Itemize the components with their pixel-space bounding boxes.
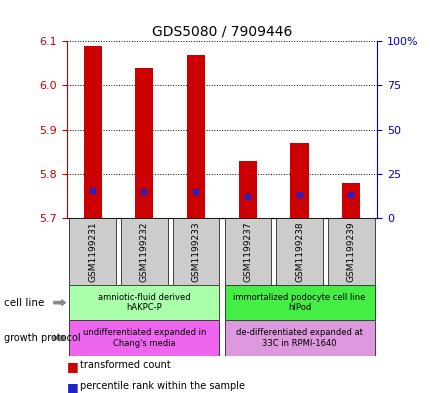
Bar: [224, 218, 270, 285]
Text: ■: ■: [67, 381, 78, 393]
Text: GSM1199232: GSM1199232: [140, 221, 148, 282]
Bar: [135, 68, 153, 218]
Bar: [276, 218, 322, 285]
Text: cell line: cell line: [4, 298, 45, 308]
Text: GSM1199238: GSM1199238: [295, 221, 303, 282]
Bar: [172, 218, 219, 285]
Title: GDS5080 / 7909446: GDS5080 / 7909446: [151, 25, 292, 39]
Bar: [327, 218, 374, 285]
Text: de-differentiated expanded at
33C in RPMI-1640: de-differentiated expanded at 33C in RPM…: [236, 328, 362, 348]
Text: growth protocol: growth protocol: [4, 333, 81, 343]
Text: GSM1199237: GSM1199237: [243, 221, 252, 282]
Bar: [290, 143, 308, 218]
Bar: [238, 161, 256, 218]
Bar: [69, 320, 219, 356]
Bar: [83, 46, 101, 218]
Text: GSM1199239: GSM1199239: [346, 221, 355, 282]
Bar: [69, 218, 116, 285]
Bar: [224, 320, 374, 356]
Text: immortalized podocyte cell line
hIPod: immortalized podocyte cell line hIPod: [233, 293, 365, 312]
Bar: [69, 285, 219, 320]
Text: undifferentiated expanded in
Chang's media: undifferentiated expanded in Chang's med…: [83, 328, 206, 348]
Text: GSM1199231: GSM1199231: [88, 221, 97, 282]
Text: percentile rank within the sample: percentile rank within the sample: [80, 381, 244, 391]
Bar: [187, 55, 205, 218]
Text: ■: ■: [67, 360, 78, 373]
Bar: [341, 183, 359, 218]
Text: amniotic-fluid derived
hAKPC-P: amniotic-fluid derived hAKPC-P: [98, 293, 190, 312]
Text: transformed count: transformed count: [80, 360, 170, 369]
Bar: [121, 218, 167, 285]
Bar: [224, 285, 374, 320]
Text: GSM1199233: GSM1199233: [191, 221, 200, 282]
